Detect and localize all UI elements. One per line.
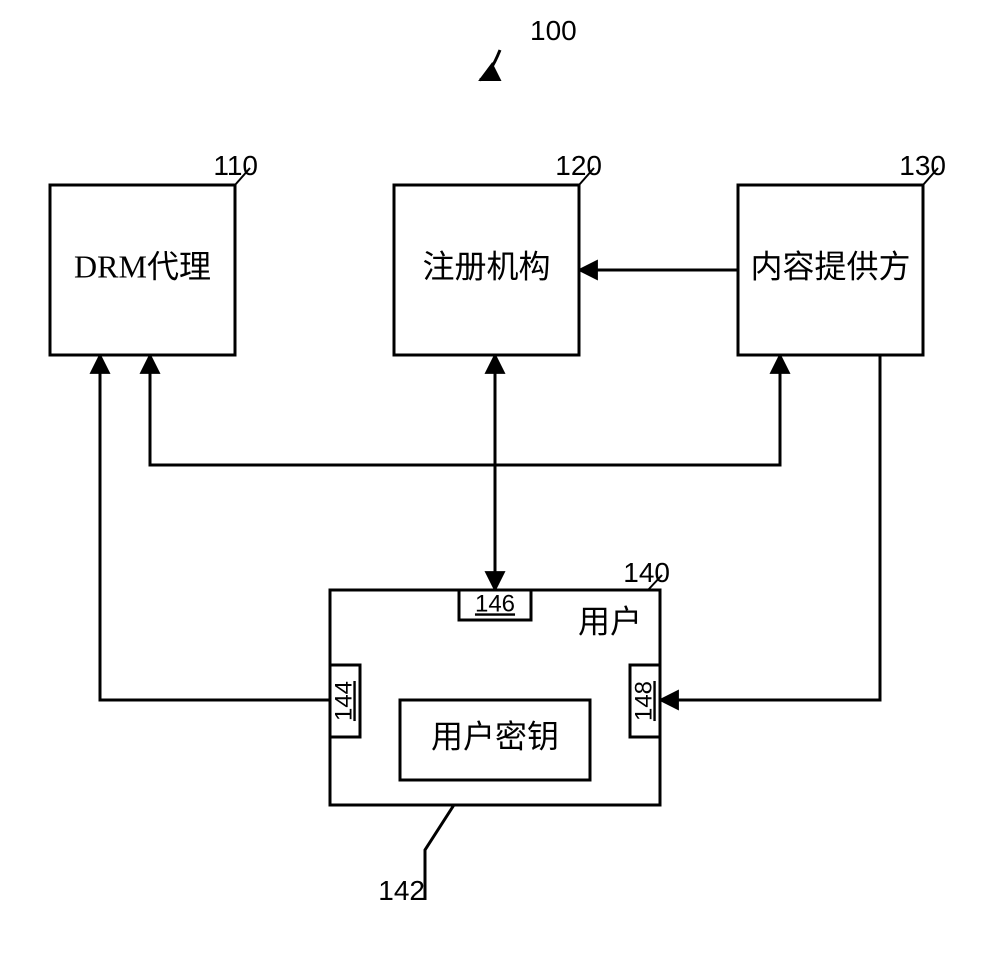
drm-ref: 110 [213,150,258,181]
edge-4 [660,355,880,700]
port-148-ref: 148 [630,681,657,721]
figure-ref-arrow [480,50,500,80]
edge-3 [150,355,780,465]
port-146-ref: 146 [475,590,515,617]
user-ref: 140 [623,557,670,588]
provider-label: 内容提供方 [750,248,910,284]
registry-ref: 120 [555,150,602,181]
drm-label: DRM代理 [74,248,211,284]
registry-label: 注册机构 [422,248,550,284]
userkey-label: 用户密钥 [431,718,559,754]
port-144-ref: 144 [330,681,357,721]
provider-ref: 130 [899,150,946,181]
userkey-ref: 142 [378,875,425,906]
user-label: 用户 [578,603,642,639]
edge-2 [100,355,330,700]
figure-ref-100: 100 [530,15,577,46]
